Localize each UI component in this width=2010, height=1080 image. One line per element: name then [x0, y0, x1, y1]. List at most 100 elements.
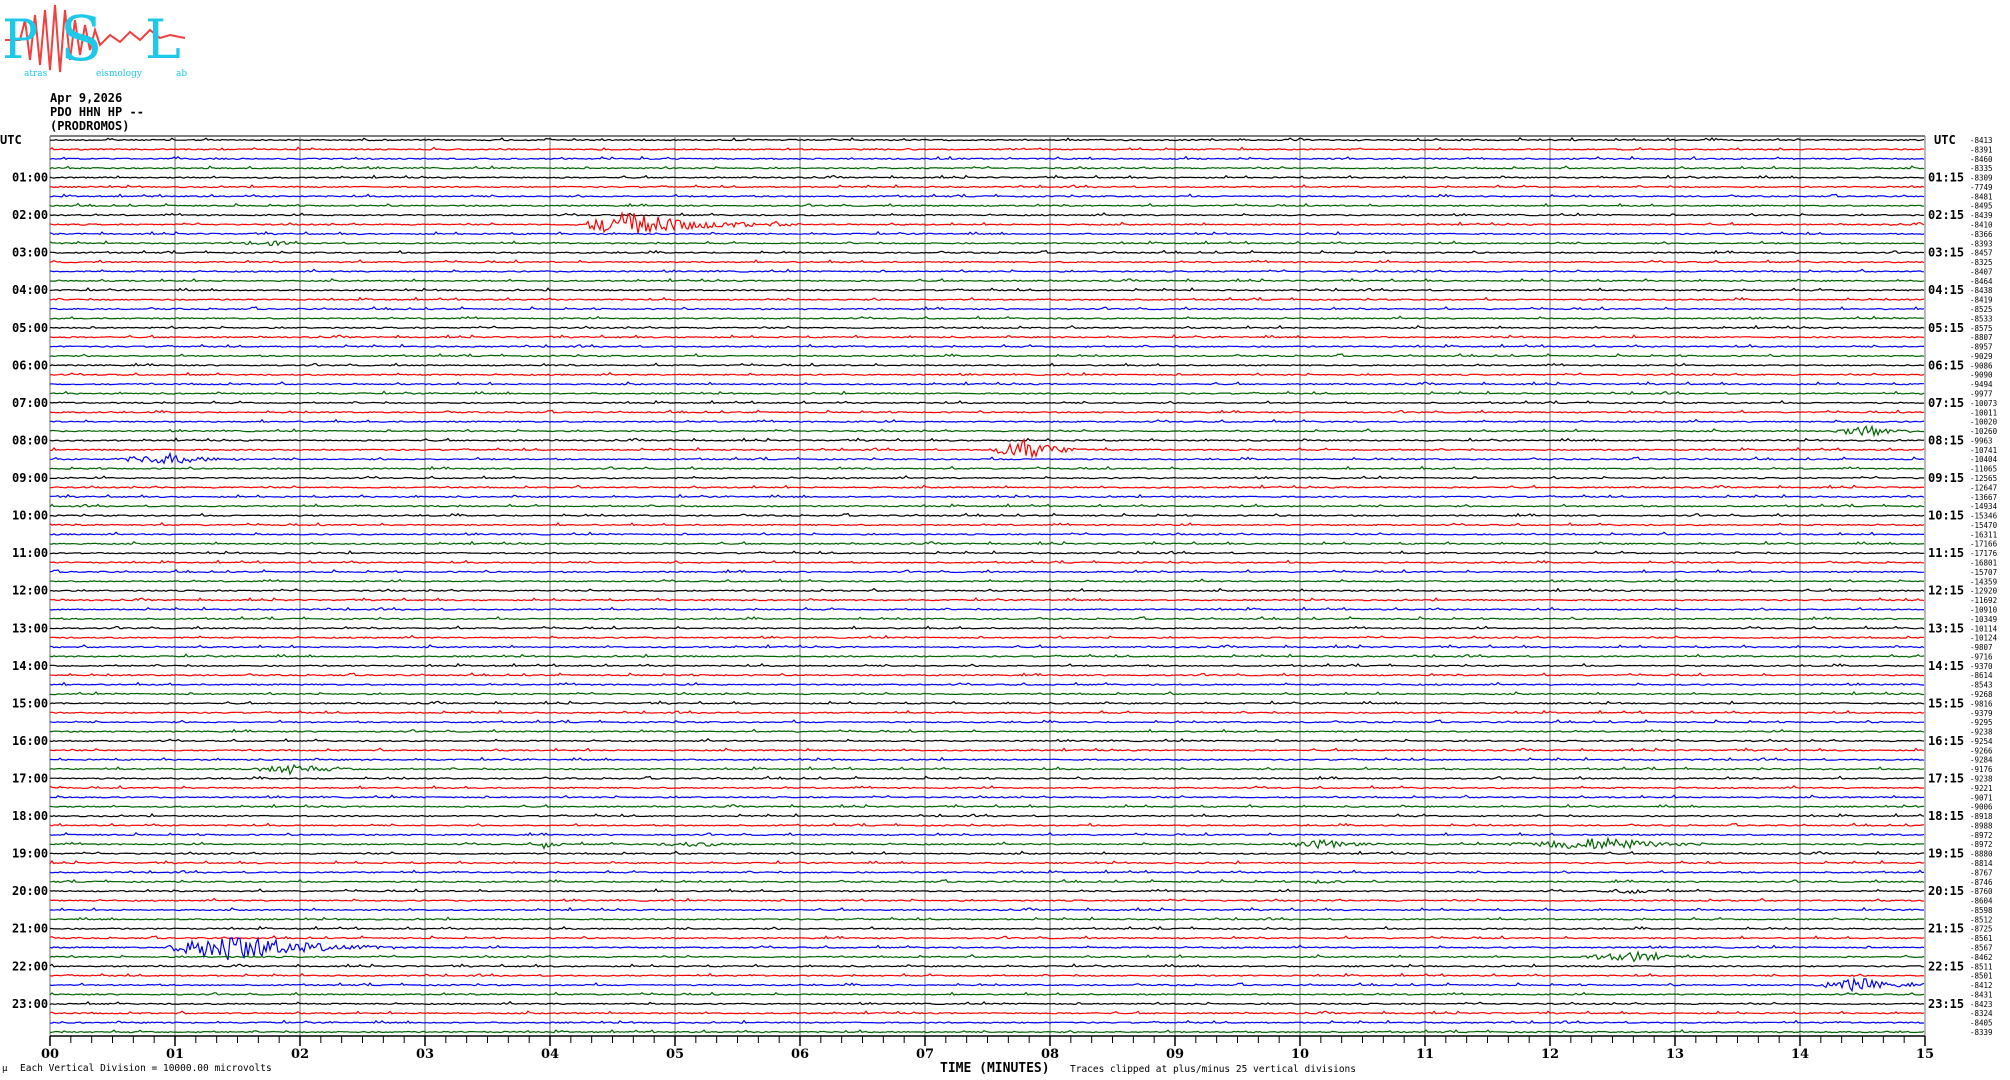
- left-hour-label: 17:00: [12, 771, 48, 785]
- trace-offset-value: -8957: [1970, 343, 1993, 352]
- left-hour-label: 05:00: [12, 321, 48, 335]
- logo-letter-l: L: [145, 8, 181, 71]
- x-tick-label: 01: [166, 1047, 184, 1062]
- seismic-trace: [49, 418, 1925, 424]
- trace-offset-value: -8575: [1970, 324, 1993, 333]
- logo-word-ab: ab: [176, 69, 187, 79]
- right-hour-label: 20:15: [1928, 884, 1964, 898]
- right-hour-label: 14:15: [1928, 659, 1964, 673]
- x-tick-label: 15: [1916, 1047, 1934, 1062]
- seismic-trace: [49, 859, 1925, 865]
- seismic-trace: [49, 353, 1925, 358]
- trace-offset-value: -9238: [1970, 728, 1993, 737]
- trace-offset-value: -9238: [1970, 774, 1993, 783]
- trace-offset-value: -8407: [1970, 267, 1993, 276]
- logo-word-atras: atras: [24, 69, 48, 79]
- trace-offset-value: -8460: [1970, 155, 1993, 164]
- trace-offset-value: -8725: [1970, 925, 1993, 934]
- trace-offset-value: -8746: [1970, 878, 1993, 887]
- seismic-trace: [49, 634, 1925, 639]
- seismic-trace: [49, 559, 1925, 564]
- trace-offset-value: -8438: [1970, 286, 1993, 295]
- left-hour-label: 22:00: [12, 959, 48, 973]
- trace-offset-value: -9494: [1970, 380, 1993, 389]
- seismic-trace: [49, 836, 1925, 851]
- trace-offset-value: -8457: [1970, 249, 1993, 258]
- trace-offset-value: -10073: [1970, 399, 1997, 408]
- seismic-trace: [49, 963, 1925, 968]
- trace-offset-value: -8462: [1970, 953, 1993, 962]
- trace-offset-value: -8405: [1970, 1019, 1993, 1028]
- right-hour-label: 17:15: [1928, 771, 1964, 785]
- trace-offset-value: -11065: [1970, 465, 1997, 474]
- x-tick-label: 14: [1791, 1047, 1809, 1062]
- right-hour-label: 21:15: [1928, 922, 1964, 936]
- trace-offset-value: -8525: [1970, 305, 1993, 314]
- x-tick-label: 11: [1416, 1047, 1434, 1062]
- trace-offset-value: -8423: [1970, 1000, 1993, 1009]
- seismic-trace: [49, 424, 1925, 438]
- left-hour-label: 03:00: [12, 246, 48, 260]
- trace-offset-value: -16801: [1970, 559, 1997, 568]
- left-hour-label: 14:00: [12, 659, 48, 673]
- seismic-trace: [50, 451, 1925, 465]
- trace-offset-value: -8324: [1970, 1009, 1993, 1018]
- trace-offset-value: -9816: [1970, 699, 1993, 708]
- left-hour-label: 04:00: [12, 283, 48, 297]
- seismic-trace: [49, 306, 1925, 311]
- corner-mark: µ: [2, 1064, 8, 1074]
- right-hour-label: 11:15: [1928, 546, 1964, 560]
- seismic-trace: [49, 869, 1925, 874]
- trace-offset-value: -9071: [1970, 793, 1993, 802]
- seismic-trace: [49, 1000, 1925, 1006]
- seismic-trace: [49, 794, 1925, 799]
- seismic-trace: [49, 324, 1925, 330]
- left-hour-label: 12:00: [12, 584, 48, 598]
- left-hour-label: 09:00: [12, 471, 48, 485]
- trace-offset-value: -8481: [1970, 192, 1993, 201]
- seismic-trace: [49, 625, 1925, 630]
- trace-offset-value: -8464: [1970, 277, 1993, 286]
- seismic-trace: [49, 193, 1925, 198]
- left-axis-title: UTC: [0, 133, 22, 147]
- trace-offset-value: -10741: [1970, 446, 1997, 455]
- seismic-trace: [49, 888, 1925, 895]
- seismic-trace: [49, 202, 1925, 208]
- right-hour-label: 05:15: [1928, 321, 1964, 335]
- seismic-trace: [50, 475, 1925, 480]
- logo-word-eismology: eismology: [96, 69, 143, 79]
- seismic-trace: [49, 597, 1925, 602]
- trace-offset-value: -9254: [1970, 737, 1993, 746]
- trace-offset-value: -14359: [1970, 577, 1997, 586]
- left-hour-label: 08:00: [12, 433, 48, 447]
- seismic-trace: [49, 437, 1925, 442]
- seismic-trace: [49, 803, 1925, 808]
- trace-offset-value: -9006: [1970, 803, 1993, 812]
- trace-offset-value: -8972: [1970, 831, 1993, 840]
- seismic-trace: [49, 155, 1925, 161]
- trace-offset-value: -8543: [1970, 681, 1993, 690]
- seismic-trace: [49, 991, 1925, 996]
- seismic-trace: [50, 540, 1925, 546]
- trace-offset-value: -12565: [1970, 474, 1997, 483]
- seismic-trace: [49, 936, 1925, 961]
- x-tick-label: 08: [1041, 1047, 1059, 1062]
- right-hour-label: 13:15: [1928, 621, 1964, 635]
- x-tick-label: 00: [41, 1047, 59, 1062]
- x-axis-title: TIME (MINUTES): [940, 1061, 1050, 1076]
- trace-offset-value: -8495: [1970, 202, 1993, 211]
- trace-offset-value: -15707: [1970, 568, 1997, 577]
- psl-logo: P S L atras eismology ab: [2, 2, 187, 79]
- trace-offset-value: -11692: [1970, 596, 1997, 605]
- seismic-trace: [49, 972, 1925, 977]
- seismic-trace: [49, 512, 1925, 517]
- seismic-trace: [50, 644, 1925, 649]
- left-hour-label: 23:00: [12, 997, 48, 1011]
- right-hour-label: 09:15: [1928, 471, 1964, 485]
- seismic-trace: [49, 362, 1925, 367]
- left-hour-label: 02:00: [12, 208, 48, 222]
- x-tick-label: 04: [541, 1047, 559, 1062]
- trace-offset-value: -8567: [1970, 943, 1993, 952]
- left-hour-label: 15:00: [12, 696, 48, 710]
- seismic-trace: [50, 437, 1925, 459]
